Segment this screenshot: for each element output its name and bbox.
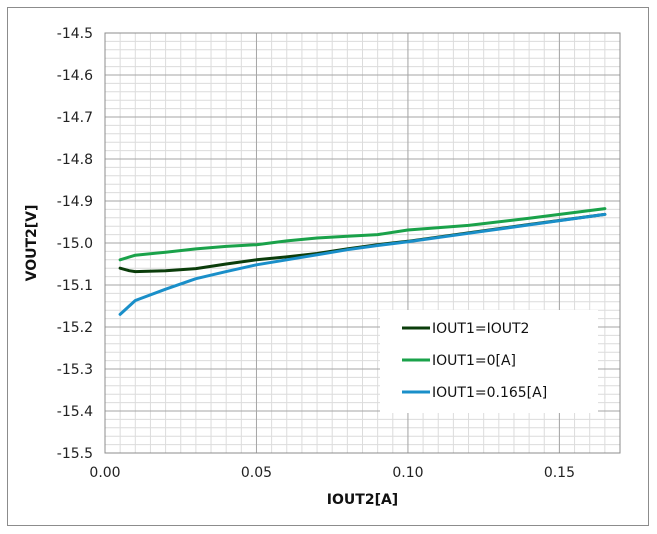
y-tick-label: -14.6	[57, 68, 93, 84]
y-tick-label: -15.5	[57, 446, 93, 462]
y-axis-title: VOUT2[V]	[24, 205, 40, 282]
y-tick-label: -15.1	[57, 278, 93, 294]
y-tick-label: -14.8	[57, 152, 93, 168]
x-tick-label: 0.15	[544, 465, 575, 481]
y-tick-label: -15.2	[57, 320, 93, 336]
legend-label: IOUT1=IOUT2	[432, 321, 529, 337]
series-line	[118, 212, 607, 316]
y-tick-label: -14.9	[57, 194, 93, 210]
y-tick-label: -14.7	[57, 110, 93, 126]
x-tick-label: 0.10	[392, 465, 423, 481]
y-tick-label: -15.3	[57, 362, 93, 378]
y-tick-label: -15.4	[57, 404, 93, 420]
series-line	[118, 207, 607, 262]
legend-label: IOUT1=0.165[A]	[432, 385, 547, 401]
x-tick-label: 0.00	[89, 465, 120, 481]
y-tick-label: -14.5	[57, 26, 93, 42]
legend-label: IOUT1=0[A]	[432, 353, 516, 369]
x-tick-label: 0.05	[241, 465, 272, 481]
y-tick-label: -15.0	[57, 236, 93, 252]
x-axis-title: IOUT2[A]	[327, 492, 398, 508]
plot-border	[104, 32, 621, 454]
